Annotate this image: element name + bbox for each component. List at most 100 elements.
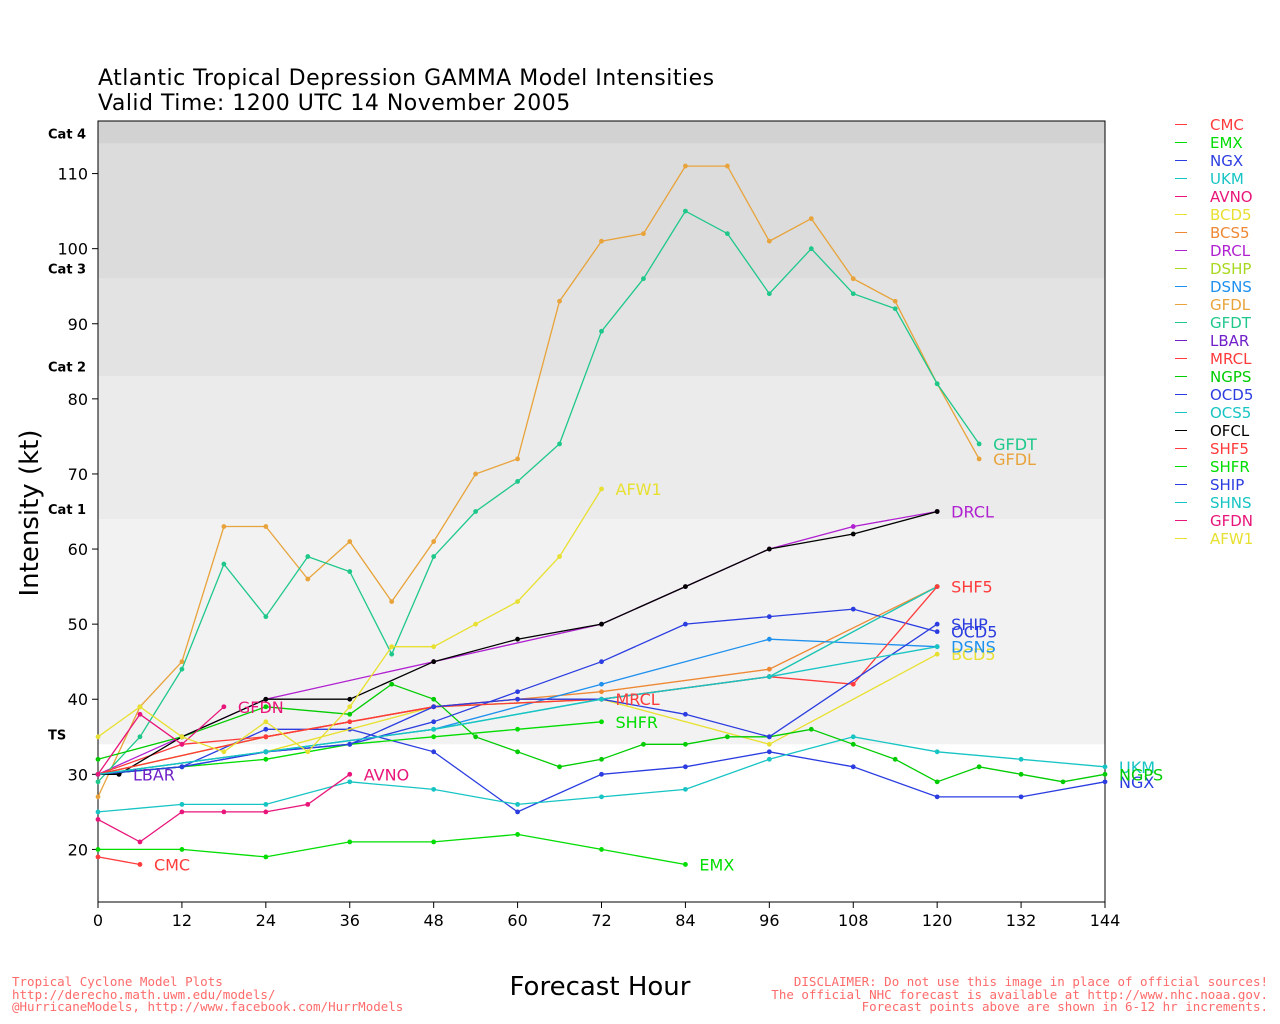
data-point [305,576,311,582]
data-point [766,734,772,740]
data-point [1102,779,1108,785]
legend-label: SHF5 [1210,440,1249,458]
series-emx [95,832,688,867]
data-point [683,711,688,717]
data-point [389,681,395,687]
data-point [599,794,604,800]
data-point [473,471,479,477]
data-point [95,854,101,860]
series-end-label: AFW1 [616,480,662,499]
footer-credits-line[interactable]: http://derecho.math.uwm.edu/models/ [12,986,276,1002]
series-line [97,165,980,798]
legend-swatch [1175,322,1187,323]
series-line [98,833,686,866]
legend-label: AFW1 [1210,530,1254,548]
data-point [808,216,814,222]
data-point [305,749,311,755]
y-tick-label: 60 [68,540,88,559]
data-point [850,291,856,297]
legend-swatch [1175,250,1187,251]
data-point [724,163,730,169]
legend-swatch [1175,430,1187,431]
data-point [515,479,520,484]
data-point [599,681,604,687]
data-point [179,809,185,815]
data-point [431,839,437,845]
data-point [934,509,940,514]
data-point [850,524,856,529]
category-band-label: Cat 3 [48,263,86,278]
series-end-label: GFDN [238,698,284,717]
legend-label: OFCL [1210,422,1250,440]
data-point [934,794,940,800]
category-band-label: Cat 1 [48,503,86,518]
data-point [976,441,982,447]
data-point [515,599,520,605]
series-end-label: NGX [1119,773,1154,792]
series-end-label: AVNO [364,765,409,784]
x-tick-label: 108 [838,911,869,930]
chart-subtitle: Valid Time: 1200 UTC 14 November 2005 [98,91,571,116]
legend-label: DSHP [1210,260,1252,278]
series-end-label: NGPS [1119,765,1163,784]
legend-swatch [1175,286,1187,287]
category-band [98,121,1105,144]
legend-label: SHNS [1210,494,1252,512]
series-end-label: SHIP [951,615,988,634]
data-point [179,764,185,770]
data-point [431,734,437,740]
data-point [95,734,101,740]
series-line [98,510,938,775]
data-point [599,719,604,725]
data-point [431,644,437,650]
data-point [934,651,940,657]
data-point [263,801,269,807]
legend-label: MRCL [1210,350,1252,368]
series-end-label: GFDL [993,450,1036,469]
legend-swatch [1175,358,1187,359]
data-point [599,689,604,695]
data-point [347,539,353,544]
data-point [641,231,646,237]
data-point [473,509,479,514]
footer-credits-line[interactable]: @HurricaneModels, http://www.facebook.co… [12,999,404,1014]
data-point [137,711,143,717]
data-point [934,629,940,635]
footer-credits-line: Tropical Cyclone Model Plots [12,974,223,989]
data-point [263,854,269,860]
data-point [263,726,269,732]
legend-swatch [1175,466,1187,467]
data-point [515,801,520,807]
x-tick-label: 0 [93,911,103,930]
data-point [473,734,479,740]
x-tick-label: 120 [922,911,953,930]
data-point [934,621,940,627]
data-point [515,809,520,815]
data-point [431,659,437,665]
data-point [179,741,185,747]
data-point [263,809,269,815]
data-point [766,741,772,747]
data-point [683,786,688,792]
data-point [263,524,269,529]
data-point [305,801,311,807]
data-point [515,832,520,837]
data-point [892,756,898,762]
series-end-label: OCD5 [951,623,997,642]
data-point [683,862,688,867]
series-end-label: SHFR [616,713,659,732]
data-point [934,779,940,785]
data-point [179,847,185,852]
data-point [347,839,353,845]
legend-swatch [1175,520,1187,521]
data-point [347,741,353,747]
footer-disclaimer-line: DISCLAIMER: Do not use this image in pla… [793,974,1268,989]
legend-label: BCS5 [1210,224,1250,242]
x-tick-label: 24 [256,911,276,930]
category-band [98,278,1105,377]
data-point [850,606,856,612]
legend-swatch [1175,232,1187,233]
data-point [599,659,604,665]
data-point [221,749,227,755]
legend-swatch [1175,268,1187,269]
